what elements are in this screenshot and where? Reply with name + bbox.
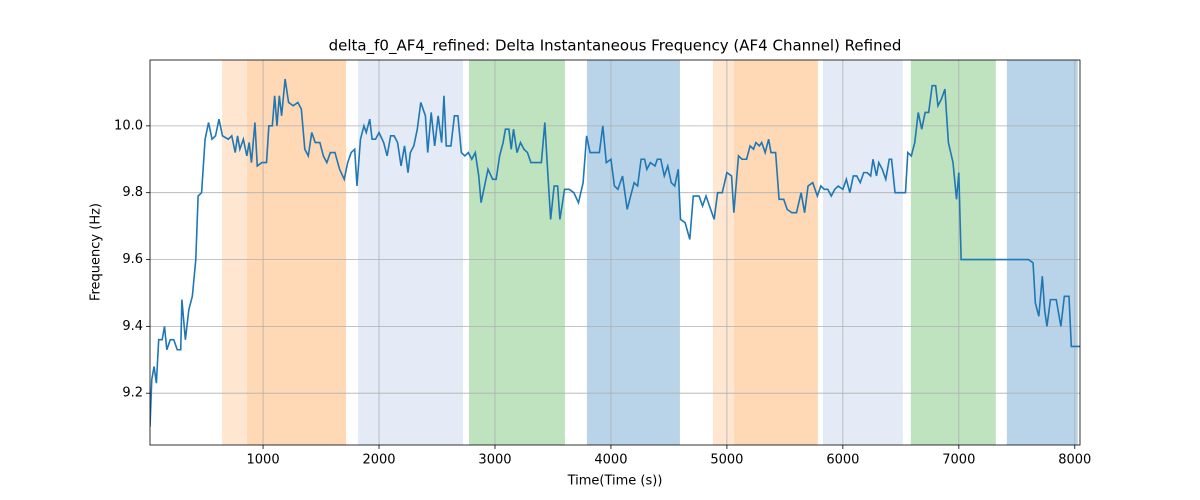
y-tick-label: 9.2 bbox=[122, 386, 143, 401]
x-tick-label: 7000 bbox=[942, 453, 975, 468]
shaded-span bbox=[910, 60, 996, 445]
y-tick-label: 10.0 bbox=[114, 118, 143, 133]
shaded-span bbox=[358, 60, 463, 445]
x-tick-label: 2000 bbox=[362, 453, 395, 468]
x-tick-label: 6000 bbox=[826, 453, 859, 468]
x-tick-label: 8000 bbox=[1058, 453, 1091, 468]
shaded-span bbox=[1006, 60, 1078, 445]
y-tick-label: 9.8 bbox=[122, 185, 143, 200]
shaded-span bbox=[733, 60, 818, 445]
x-tick-label: 1000 bbox=[247, 453, 280, 468]
shaded-span bbox=[586, 60, 680, 445]
chart-title: delta_f0_AF4_refined: Delta Instantaneou… bbox=[329, 37, 902, 56]
data-line bbox=[150, 78, 1080, 427]
x-tick-label: 4000 bbox=[594, 453, 627, 468]
shaded-span bbox=[247, 60, 347, 445]
y-axis-label: Frequency (Hz) bbox=[89, 203, 104, 301]
shaded-span bbox=[222, 60, 248, 445]
shaded-span bbox=[712, 60, 734, 445]
y-tick-label: 9.4 bbox=[122, 319, 143, 334]
y-tick-label: 9.6 bbox=[122, 252, 143, 267]
x-tick-label: 5000 bbox=[710, 453, 743, 468]
shaded-span bbox=[469, 60, 565, 445]
x-tick-label: 3000 bbox=[478, 453, 511, 468]
shaded-span bbox=[822, 60, 903, 445]
x-axis-label: Time(Time (s)) bbox=[567, 474, 663, 489]
plot-frame bbox=[149, 59, 1081, 446]
